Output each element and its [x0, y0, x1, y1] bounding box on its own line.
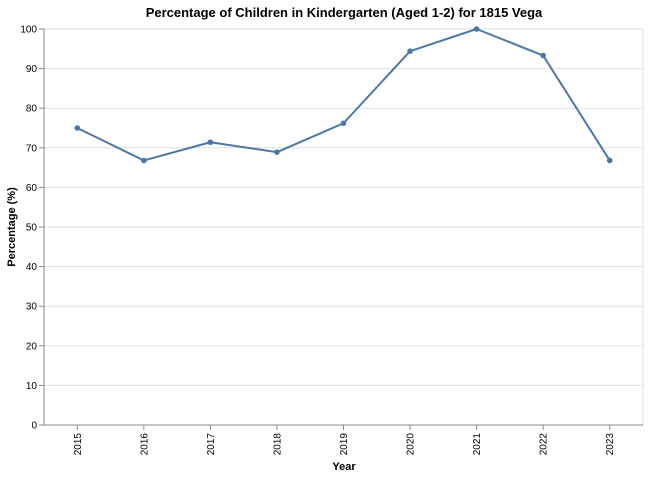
- y-tick-label: 60: [26, 183, 38, 194]
- data-point[interactable]: [74, 125, 81, 131]
- axis-layer: 0 10 20 30 40 50 60 70 80 90 100 2015 2016 2017 2018 20…: [20, 25, 643, 456]
- x-tick-label: 2019: [339, 433, 350, 456]
- y-tick-label: 50: [26, 223, 38, 234]
- x-tick-label: 2021: [472, 433, 483, 456]
- x-tick-label: 2018: [272, 433, 283, 456]
- x-tick-label: 2015: [73, 433, 84, 456]
- y-tick-label: 100: [20, 25, 37, 36]
- data-point[interactable]: [340, 120, 347, 127]
- x-tick-label: 2017: [206, 433, 217, 456]
- grid-layer: [44, 28, 644, 426]
- y-tick-label: 20: [26, 341, 38, 352]
- y-tick-label: 70: [26, 143, 38, 154]
- x-tick-label: 2023: [605, 433, 616, 456]
- y-tick-label: 30: [26, 302, 38, 313]
- x-tick-label: 2020: [406, 433, 417, 456]
- chart-title: Percentage of Children in Kindergarten (…: [146, 5, 543, 20]
- y-tick-label: 10: [26, 381, 38, 392]
- y-tick-label: 0: [31, 421, 37, 432]
- series-layer: [74, 26, 613, 164]
- y-tick-label: 80: [26, 104, 38, 115]
- y-tick-label: 40: [26, 262, 38, 273]
- x-tick-label: 2016: [139, 433, 150, 456]
- data-point[interactable]: [274, 149, 280, 155]
- x-axis-title: Year: [332, 461, 356, 473]
- data-point[interactable]: [407, 48, 413, 54]
- data-point[interactable]: [606, 157, 613, 164]
- series-line: [76, 28, 611, 162]
- data-point[interactable]: [141, 157, 147, 164]
- data-point[interactable]: [473, 26, 480, 32]
- y-axis-title: Percentage (%): [6, 187, 18, 267]
- data-point[interactable]: [540, 52, 546, 59]
- y-tick-label: 90: [26, 64, 38, 75]
- data-point[interactable]: [207, 139, 214, 146]
- x-tick-label: 2022: [539, 433, 550, 456]
